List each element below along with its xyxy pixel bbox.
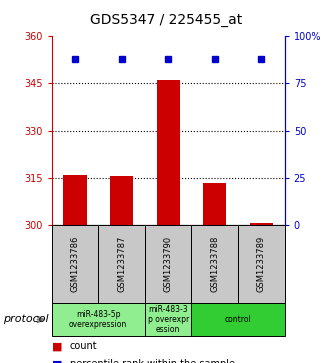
Bar (110, 176, 133, 225)
Bar (145, 225, 191, 303)
Bar (52, 303, 145, 336)
Bar (250, 224, 273, 225)
Text: GSM1233786: GSM1233786 (70, 236, 80, 292)
Text: count: count (70, 341, 98, 351)
Text: ■: ■ (52, 359, 62, 363)
Bar (238, 225, 285, 303)
Text: control: control (225, 315, 251, 324)
Bar (52, 225, 98, 303)
Text: miR-483-5p
overexpression: miR-483-5p overexpression (69, 310, 127, 329)
Text: miR-483-3
p overexpr
ession: miR-483-3 p overexpr ession (148, 305, 189, 334)
Bar (63, 175, 87, 225)
Bar (191, 303, 285, 336)
Text: GSM1233789: GSM1233789 (257, 236, 266, 292)
Bar (145, 303, 191, 336)
Text: GSM1233788: GSM1233788 (210, 236, 219, 292)
Bar (157, 80, 180, 225)
Bar (191, 225, 238, 303)
Bar (203, 183, 226, 225)
Text: GSM1233787: GSM1233787 (117, 236, 126, 292)
Bar (98, 225, 145, 303)
Text: percentile rank within the sample: percentile rank within the sample (70, 359, 235, 363)
Text: GDS5347 / 225455_at: GDS5347 / 225455_at (90, 13, 243, 27)
Text: ■: ■ (52, 341, 62, 351)
Text: GSM1233790: GSM1233790 (164, 236, 173, 292)
Text: protocol: protocol (3, 314, 49, 325)
